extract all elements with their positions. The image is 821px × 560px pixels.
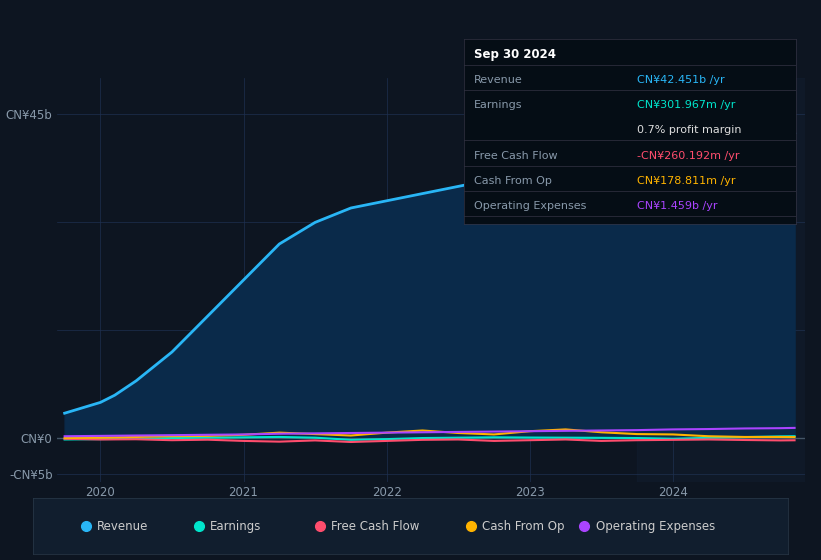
Text: Earnings: Earnings (474, 100, 522, 110)
Text: Earnings: Earnings (210, 520, 262, 533)
Text: Sep 30 2024: Sep 30 2024 (474, 48, 556, 61)
Text: CN¥42.451b /yr: CN¥42.451b /yr (637, 74, 724, 85)
Text: CN¥178.811m /yr: CN¥178.811m /yr (637, 176, 736, 186)
Text: CN¥301.967m /yr: CN¥301.967m /yr (637, 100, 735, 110)
Text: Revenue: Revenue (474, 74, 523, 85)
Text: -CN¥260.192m /yr: -CN¥260.192m /yr (637, 151, 739, 161)
Bar (637, 78, 805, 482)
Text: Free Cash Flow: Free Cash Flow (331, 520, 420, 533)
Text: Free Cash Flow: Free Cash Flow (474, 151, 557, 161)
Text: Operating Expenses: Operating Expenses (595, 520, 715, 533)
Text: Cash From Op: Cash From Op (474, 176, 552, 186)
Text: CN¥1.459b /yr: CN¥1.459b /yr (637, 201, 718, 211)
Text: 0.7% profit margin: 0.7% profit margin (637, 125, 741, 136)
Text: Revenue: Revenue (97, 520, 149, 533)
Text: Cash From Op: Cash From Op (482, 520, 565, 533)
Text: Operating Expenses: Operating Expenses (474, 201, 586, 211)
